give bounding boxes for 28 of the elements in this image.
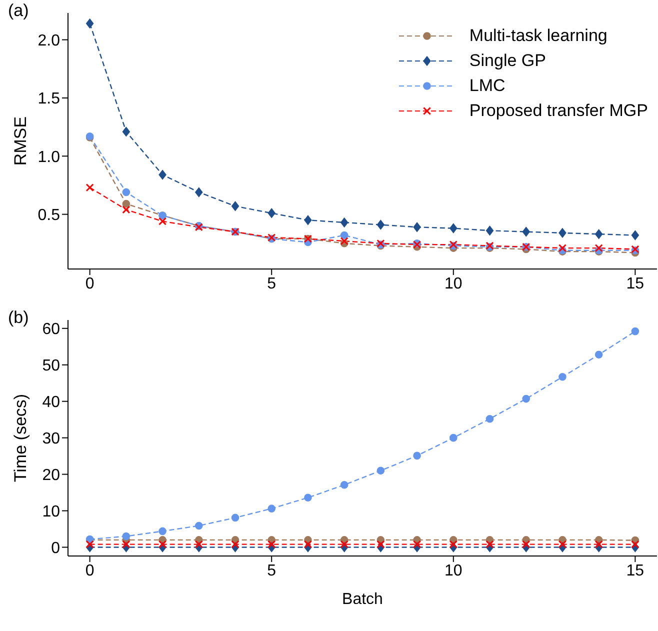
legend-label: Multi-task learning: [469, 26, 608, 46]
x-tick-label: 5: [267, 275, 276, 292]
y-tick-label: 2.0: [38, 32, 60, 50]
x-tick-label: 0: [85, 275, 94, 292]
legend-label: Single GP: [469, 50, 546, 70]
x-tick-label: 0: [85, 562, 94, 580]
y-tick-label: 1.5: [38, 90, 60, 108]
y-tick-label: 1.0: [38, 148, 60, 166]
x-tick-label: 15: [626, 275, 644, 292]
y-tick-label: 0.5: [38, 206, 60, 224]
text: (a): [8, 1, 29, 21]
y-tick-label: 0: [51, 540, 60, 557]
y-tick-label: 40: [42, 394, 60, 412]
legend-label: Proposed transfer MGP: [469, 100, 648, 120]
y-axis-title: RMSE: [11, 116, 30, 166]
y-tick-label: 50: [42, 358, 60, 375]
y-tick-label: 30: [42, 430, 60, 448]
y-axis-title: Time (secs): [11, 394, 30, 482]
x-tick-label: 15: [626, 562, 644, 580]
x-tick-label: 5: [267, 562, 276, 580]
text: (b): [8, 308, 29, 328]
y-tick-label: 10: [42, 503, 60, 520]
x-tick-label: 10: [444, 562, 462, 580]
y-tick-label: 60: [42, 321, 60, 338]
legend-label: LMC: [469, 76, 506, 96]
y-tick-label: 20: [42, 466, 60, 484]
x-tick-label: 10: [444, 275, 462, 292]
x-axis-title: Batch: [342, 591, 383, 608]
